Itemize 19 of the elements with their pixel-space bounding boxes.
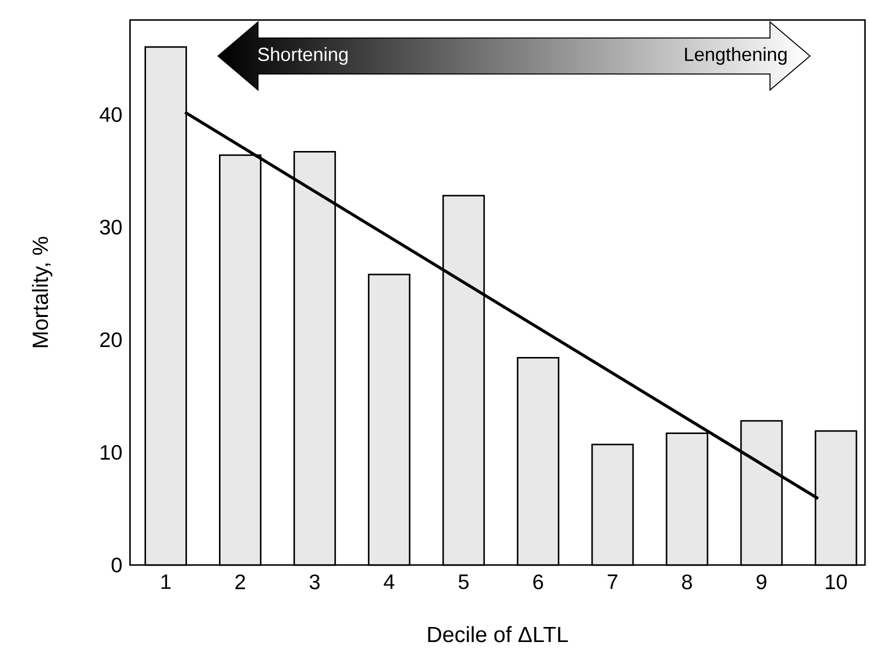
annotation: Lengthening [685, 47, 787, 65]
x-tick-label: 10 [826, 574, 847, 590]
x-axis-title: Decile of ΔLTL [428, 626, 568, 642]
x-tick-label: 4 [384, 574, 394, 589]
y-tick-label: 10 [100, 444, 122, 460]
x-tick-label: 9 [756, 574, 766, 590]
x-tick-label: 8 [682, 574, 692, 590]
y-axis-title: Mortality, % [32, 236, 52, 348]
x-tick-label: 5 [458, 574, 469, 590]
x-tick-label: 2 [235, 574, 245, 590]
y-tick-label: 40 [100, 107, 122, 122]
x-tick-label: 7 [608, 574, 618, 589]
annotation: Shortening [258, 47, 348, 65]
y-tick-label: 30 [100, 220, 122, 235]
x-tick-label: 6 [533, 574, 543, 590]
y-tick-label: 20 [100, 332, 122, 348]
y-tick-label: 0 [112, 558, 122, 572]
x-tick-label: 1 [162, 574, 171, 589]
x-tick-label: 3 [310, 574, 320, 590]
